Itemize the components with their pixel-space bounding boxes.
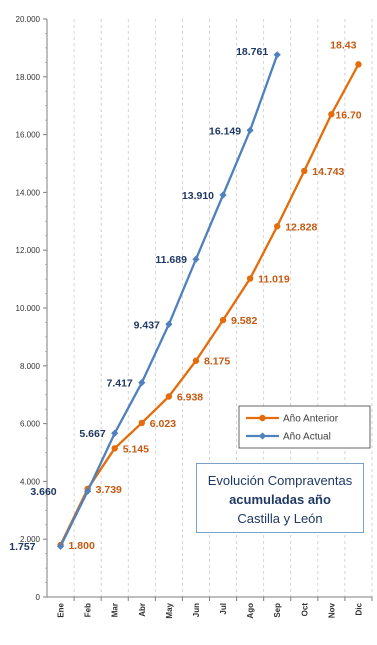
data-point: [56, 542, 65, 550]
x-tick-label: Jun: [192, 603, 201, 617]
series-line: [59, 63, 360, 546]
y-tick-label: 0: [36, 593, 41, 602]
chart-title-line-3: Castilla y León: [237, 511, 323, 526]
data-label: 9.437: [134, 319, 160, 331]
y-tick-label: 14.000: [16, 188, 41, 197]
data-labels: 1.800 3.739 5.145 6.023 6.938 8.175 9.582 11.01…: [9, 39, 362, 553]
data-label: 18.761: [236, 46, 268, 58]
y-tick-label: 16.000: [16, 131, 41, 140]
data-point: [165, 320, 173, 328]
chart-title-line-1: Evolución Compraventas: [207, 473, 353, 488]
data-label: 3.660: [30, 486, 56, 498]
data-point: [219, 191, 227, 199]
data-label: 11.689: [155, 254, 187, 266]
x-tick-label: May: [165, 602, 174, 618]
x-tick-label: Oct: [300, 603, 309, 617]
y-tick-label: 8.000: [20, 362, 41, 371]
data-point: [192, 255, 200, 263]
legend-swatch-marker: [258, 432, 267, 440]
data-label: 3.739: [96, 484, 122, 496]
y-tick-label: 12.000: [16, 246, 41, 255]
x-tick-label: Mar: [111, 603, 120, 617]
data-point: [192, 357, 200, 364]
data-label: 16.149: [209, 125, 241, 137]
data-point: [111, 429, 119, 437]
data-point: [165, 393, 173, 400]
y-tick-label: 10.000: [16, 304, 41, 313]
data-label: 6.938: [177, 391, 203, 403]
data-label: 1.757: [9, 541, 35, 553]
data-label: 11.019: [258, 274, 290, 286]
y-tick-label: 4.000: [20, 477, 41, 486]
data-label: 12.828: [285, 221, 317, 233]
legend-swatch-marker: [259, 414, 266, 422]
data-point: [246, 126, 254, 134]
x-tick-label: Ene: [57, 602, 66, 617]
data-label: 14.743: [312, 166, 344, 178]
data-label: 16.70: [335, 109, 361, 121]
data-label: 9.582: [231, 315, 257, 327]
x-tick-label: Dic: [354, 602, 363, 615]
data-label: 18.43: [330, 39, 356, 51]
series-lines: [56, 51, 362, 550]
data-point: [274, 223, 281, 230]
data-point: [273, 51, 281, 59]
chart-title-line-2: acumuladas año: [229, 492, 331, 507]
legend: Año Anterior Año Actual: [238, 405, 371, 449]
x-tick-label: Feb: [84, 603, 93, 617]
legend-entry-label: Año Actual: [283, 432, 331, 443]
x-tick-label: Jul: [219, 603, 228, 615]
chart-title-box: Evolución Compraventas acumuladas año Ca…: [196, 463, 364, 533]
data-point: [219, 316, 227, 324]
data-label: 5.145: [123, 443, 149, 455]
data-point: [84, 487, 92, 495]
data-point: [246, 275, 254, 282]
data-label: 1.800: [69, 540, 95, 552]
y-tick-label: 18.000: [16, 73, 41, 82]
data-label: 13.910: [182, 190, 214, 202]
axes: 0 2.000 4.000 6.000 8.000 10.000 12.000 14.000 1…: [16, 15, 373, 619]
y-tick-label: 2.000: [20, 535, 41, 544]
data-point: [138, 419, 145, 427]
x-tick-label: Abr: [138, 603, 147, 617]
data-point: [355, 61, 362, 68]
data-point: [301, 167, 308, 175]
data-label: 5.667: [79, 428, 105, 440]
x-tick-label: Sep: [273, 603, 282, 618]
x-tick-label: Ago: [246, 603, 255, 619]
legend-entry-label: Año Anterior: [283, 414, 339, 425]
y-tick-label: 20.000: [16, 15, 41, 24]
legend-box: [238, 405, 371, 449]
data-point: [328, 111, 335, 118]
data-label: 8.175: [204, 356, 230, 368]
data-point: [111, 445, 118, 452]
data-point: [138, 379, 146, 387]
data-label: 6.023: [150, 418, 176, 430]
data-label: 7.417: [107, 378, 133, 390]
x-tick-label: Nov: [327, 602, 336, 618]
y-tick-label: 6.000: [20, 420, 41, 429]
